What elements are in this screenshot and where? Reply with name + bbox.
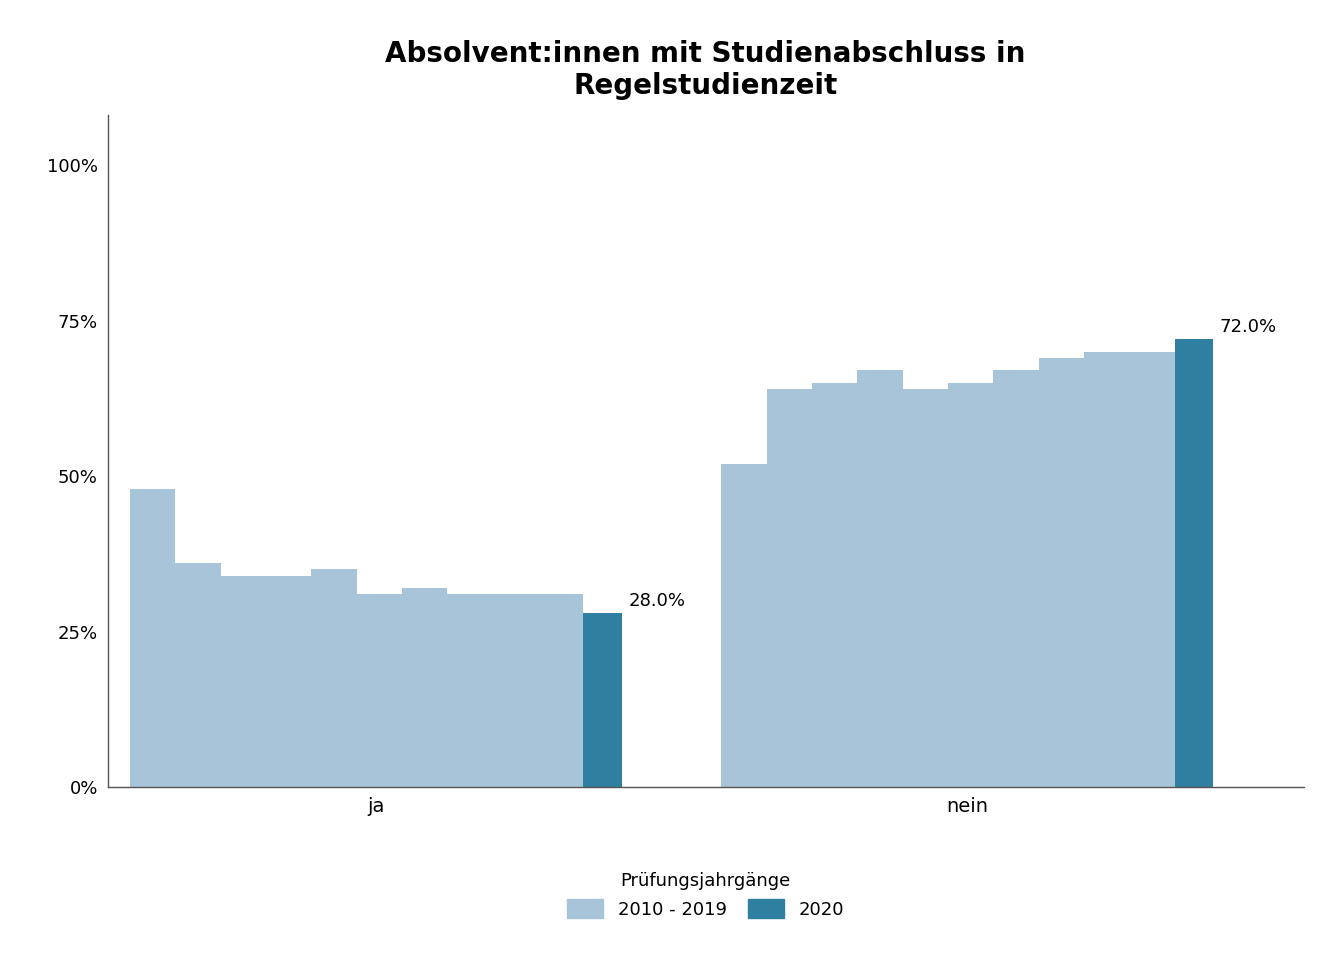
- Bar: [448, 594, 493, 787]
- Bar: [356, 594, 402, 787]
- Bar: [538, 594, 583, 787]
- Bar: [993, 371, 1039, 787]
- Bar: [722, 464, 767, 787]
- Bar: [857, 371, 903, 787]
- Bar: [130, 489, 176, 787]
- Bar: [176, 564, 220, 787]
- Bar: [312, 569, 356, 787]
- Bar: [1039, 358, 1083, 787]
- Bar: [1083, 351, 1129, 787]
- Bar: [948, 383, 993, 787]
- Text: 72.0%: 72.0%: [1220, 318, 1277, 336]
- Bar: [1129, 351, 1175, 787]
- Title: Absolvent:innen mit Studienabschluss in
Regelstudienzeit: Absolvent:innen mit Studienabschluss in …: [386, 40, 1025, 101]
- Bar: [903, 389, 948, 787]
- Bar: [402, 588, 448, 787]
- Bar: [220, 576, 266, 787]
- Bar: [812, 383, 857, 787]
- Legend: 2010 - 2019, 2020: 2010 - 2019, 2020: [558, 863, 853, 928]
- Bar: [583, 613, 622, 787]
- Bar: [1175, 339, 1214, 787]
- Text: 28.0%: 28.0%: [629, 592, 685, 610]
- Bar: [266, 576, 312, 787]
- Bar: [493, 594, 538, 787]
- Bar: [767, 389, 812, 787]
